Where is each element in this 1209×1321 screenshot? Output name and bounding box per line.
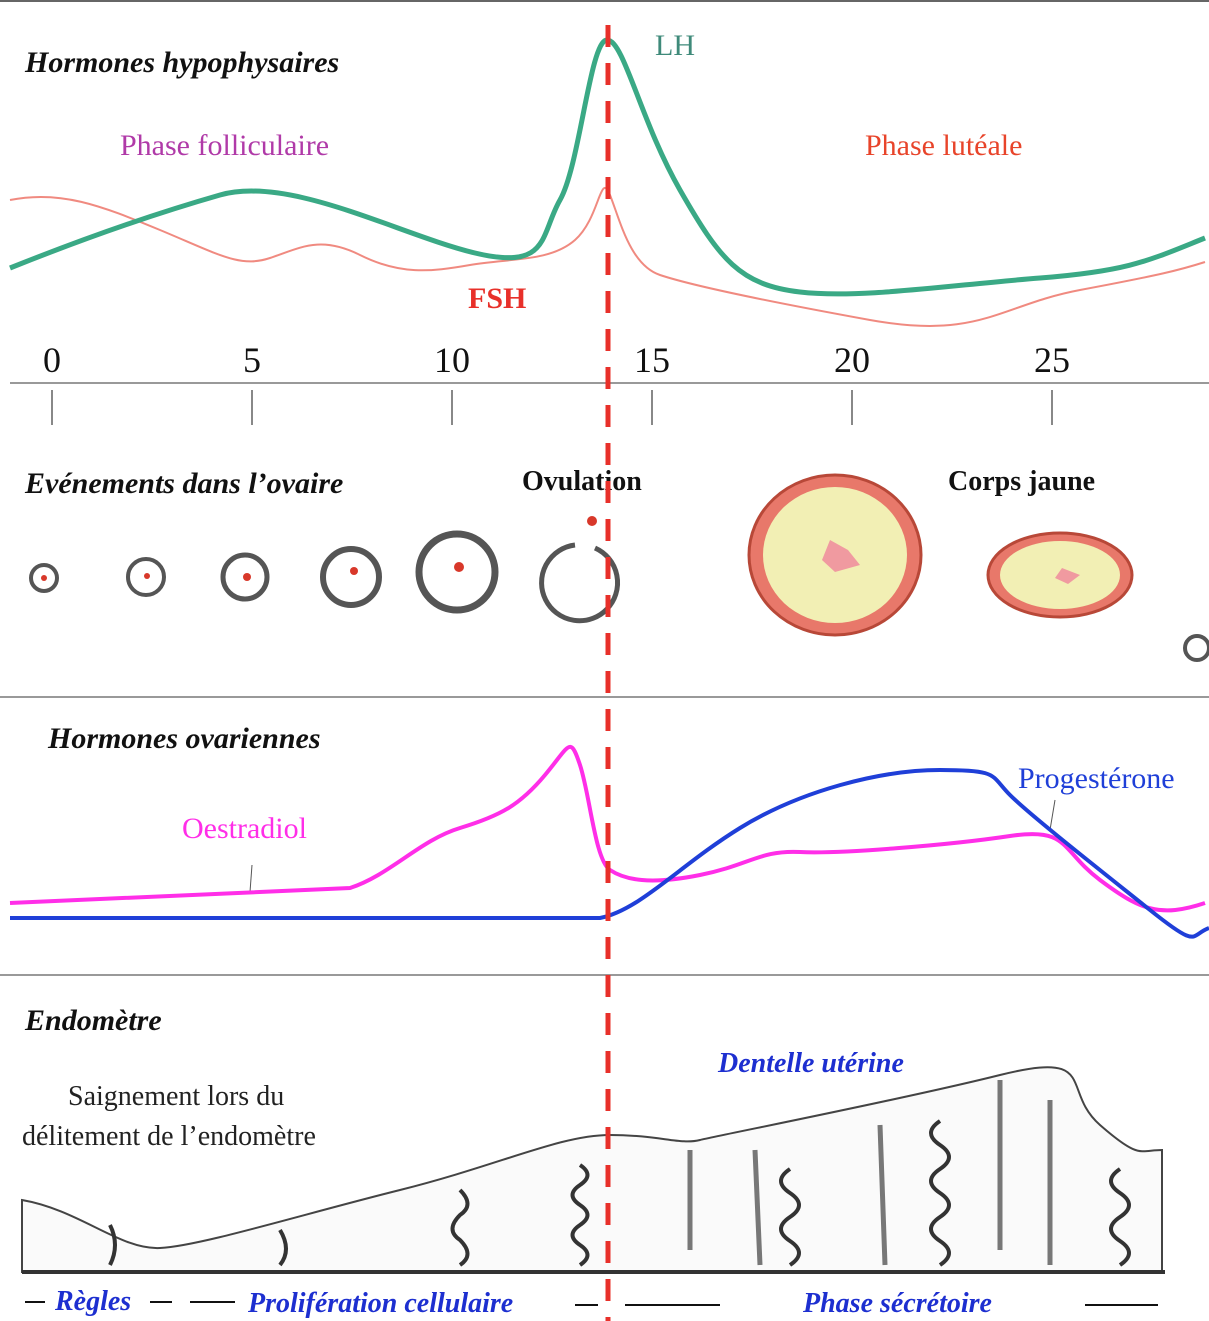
section-title: Endomètre xyxy=(24,1004,162,1037)
progesterone-curve xyxy=(10,767,1209,939)
event-label: Ovulation xyxy=(522,466,642,497)
lace-label: Dentelle utérine xyxy=(717,1048,904,1079)
day-label: 0 xyxy=(43,340,61,380)
phase-label: Prolifération cellulaire xyxy=(247,1288,513,1319)
hormone-label: Oestradiol xyxy=(182,812,307,845)
day-axis: 0 5 10 15 20 25 xyxy=(10,340,1209,425)
phase-label: Phase sécrétoire xyxy=(802,1288,992,1319)
phase-label: Règles xyxy=(54,1286,131,1317)
fsh-curve xyxy=(9,187,1206,327)
day-label: 5 xyxy=(243,340,261,380)
phase-label: Phase lutéale xyxy=(865,129,1022,162)
hormone-label: Progestérone xyxy=(1018,762,1175,795)
section-title: Evénements dans l’ovaire xyxy=(24,467,343,500)
day-label: 10 xyxy=(434,340,470,380)
phase-label: Phase folliculaire xyxy=(120,129,329,162)
phase-arrows xyxy=(25,1301,1158,1306)
section-title: Hormones ovariennes xyxy=(47,722,321,755)
oocytes xyxy=(41,516,597,581)
endometrium-drawing xyxy=(21,1066,1165,1274)
event-label: Corps jaune xyxy=(948,466,1095,497)
hormone-label: FSH xyxy=(468,282,526,315)
note: Saignement lors du xyxy=(68,1081,284,1112)
section-title: Hormones hypophysaires xyxy=(24,46,339,79)
day-label: 20 xyxy=(834,340,870,380)
leader xyxy=(249,864,253,893)
follicles xyxy=(29,530,1209,662)
hormone-label: LH xyxy=(655,29,695,62)
leader xyxy=(1049,799,1056,831)
day-label: 15 xyxy=(634,340,670,380)
note: délitement de l’endomètre xyxy=(22,1121,316,1152)
day-label: 25 xyxy=(1034,340,1070,380)
corpus-luteum xyxy=(747,473,1134,637)
